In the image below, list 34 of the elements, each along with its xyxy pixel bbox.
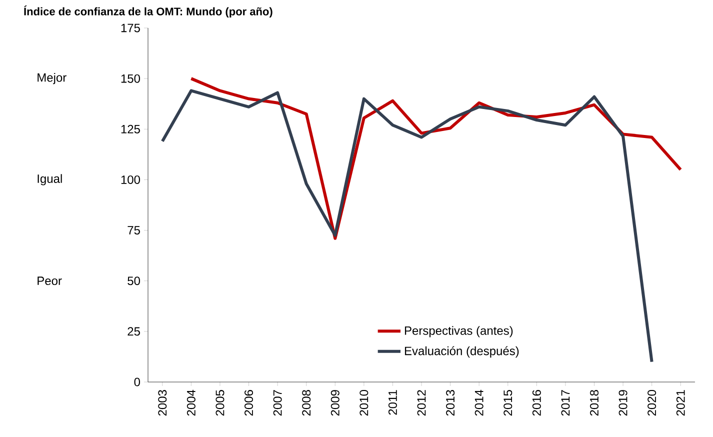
y-tick-label: 175 xyxy=(121,24,140,32)
line-series xyxy=(160,89,654,364)
text: Igual xyxy=(38,174,62,186)
y-tick-label: 150 xyxy=(121,74,140,83)
x-tick-label: 2007 xyxy=(273,390,282,416)
y-tick-label: 75 xyxy=(128,226,140,234)
y-tick-label: 0 xyxy=(134,378,140,386)
x-tick-label: 2012 xyxy=(417,390,426,416)
x-tick-label: 2009 xyxy=(330,390,340,416)
x-tick-label: 2008 xyxy=(302,390,311,416)
x-tick-label: 2014 xyxy=(474,390,484,416)
x-tick-label: 2018 xyxy=(590,390,598,416)
legend-label: Evaluación (después) xyxy=(404,346,519,358)
x-tick-label: 2011 xyxy=(388,390,397,415)
legend-label: Perspectivas (antes) xyxy=(404,326,513,338)
x-tick-label: 2004 xyxy=(186,390,196,416)
x-tick-label: 2020 xyxy=(648,390,656,416)
y-tick-label: 50 xyxy=(128,276,140,286)
x-tick-label: 2005 xyxy=(216,390,224,416)
y-tick-label: 100 xyxy=(121,175,140,184)
y-tick-label: 25 xyxy=(128,327,140,336)
x-tick-label: 2019 xyxy=(618,390,628,416)
text: Mejor xyxy=(38,72,66,84)
text: Peor xyxy=(38,276,62,286)
x-tick-label: 2021 xyxy=(676,390,685,416)
chart-title: Índice de confianza de la OMT: Mundo (por año) xyxy=(24,6,272,18)
x-tick-label: 2003 xyxy=(158,390,167,416)
x-tick-label: 2015 xyxy=(504,390,512,416)
x-tick-label: 2006 xyxy=(244,390,254,416)
x-tick-label: 2017 xyxy=(561,390,570,416)
x-tick-label: 2010 xyxy=(360,390,368,416)
x-tick-label: 2016 xyxy=(532,390,541,416)
y-tick-label: 125 xyxy=(121,124,140,134)
x-tick-label: 2013 xyxy=(446,390,455,416)
